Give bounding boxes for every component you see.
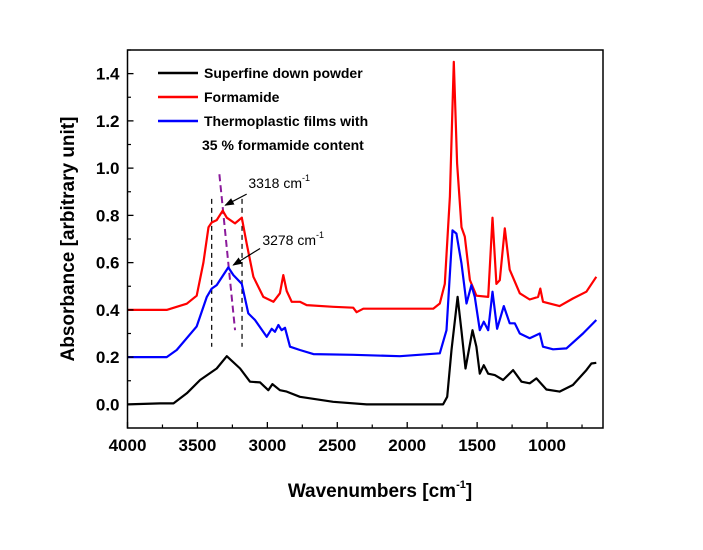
x-tick-label: 3000 (248, 436, 286, 455)
legend: Superfine down powder Formamide Thermoplas… (158, 65, 368, 153)
x-tick-label: 1500 (458, 436, 496, 455)
y-axis-label: Absorbance [arbitrary unit] (58, 117, 79, 362)
annotation-sup: -1 (302, 173, 310, 183)
annotation-label-0: 3318 cm-1 (248, 173, 310, 191)
x-axis-label-sup: -1 (456, 479, 466, 491)
series-line-2 (127, 229, 598, 359)
legend-label-2-line2: 35 % formamide content (202, 137, 364, 153)
y-tick-label: 1.0 (96, 159, 120, 178)
x-axis-label-end: ] (466, 481, 472, 502)
x-tick-label: 1000 (528, 436, 566, 455)
y-tick-label: 0.4 (96, 301, 120, 320)
annotation-label-1: 3278 cm-1 (262, 230, 324, 248)
y-tick-label: 0.0 (96, 395, 120, 414)
legend-label-1: Formamide (204, 89, 280, 105)
annotation-sup: -1 (316, 230, 324, 240)
y-tick-label: 1.2 (96, 112, 120, 131)
x-tick-label: 2500 (318, 436, 356, 455)
legend-label-0: Superfine down powder (204, 65, 363, 81)
annotation-arrow-1 (232, 247, 261, 266)
series-line-0 (127, 295, 597, 406)
y-tick-label: 0.8 (96, 206, 120, 225)
x-tick-label: 4000 (109, 436, 147, 455)
annotation-text: 3318 cm (248, 175, 302, 191)
x-axis-label: Wavenumbers [cm-1] (288, 479, 472, 502)
x-axis-label-main: Wavenumbers [cm (288, 481, 456, 502)
plot-frame (126, 49, 604, 429)
y-tick-label: 0.2 (96, 348, 120, 367)
annotation-arrow-0 (224, 193, 247, 206)
series-line-1 (127, 60, 598, 314)
peak-shift-guide-line (218, 174, 237, 331)
y-tick-label: 0.6 (96, 254, 120, 273)
x-tick-label: 2000 (388, 436, 426, 455)
x-tick-label: 3500 (179, 436, 217, 455)
legend-label-2: Thermoplastic films with (204, 113, 368, 129)
y-tick-label: 1.4 (96, 65, 120, 84)
annotation-text: 3278 cm (262, 232, 316, 248)
